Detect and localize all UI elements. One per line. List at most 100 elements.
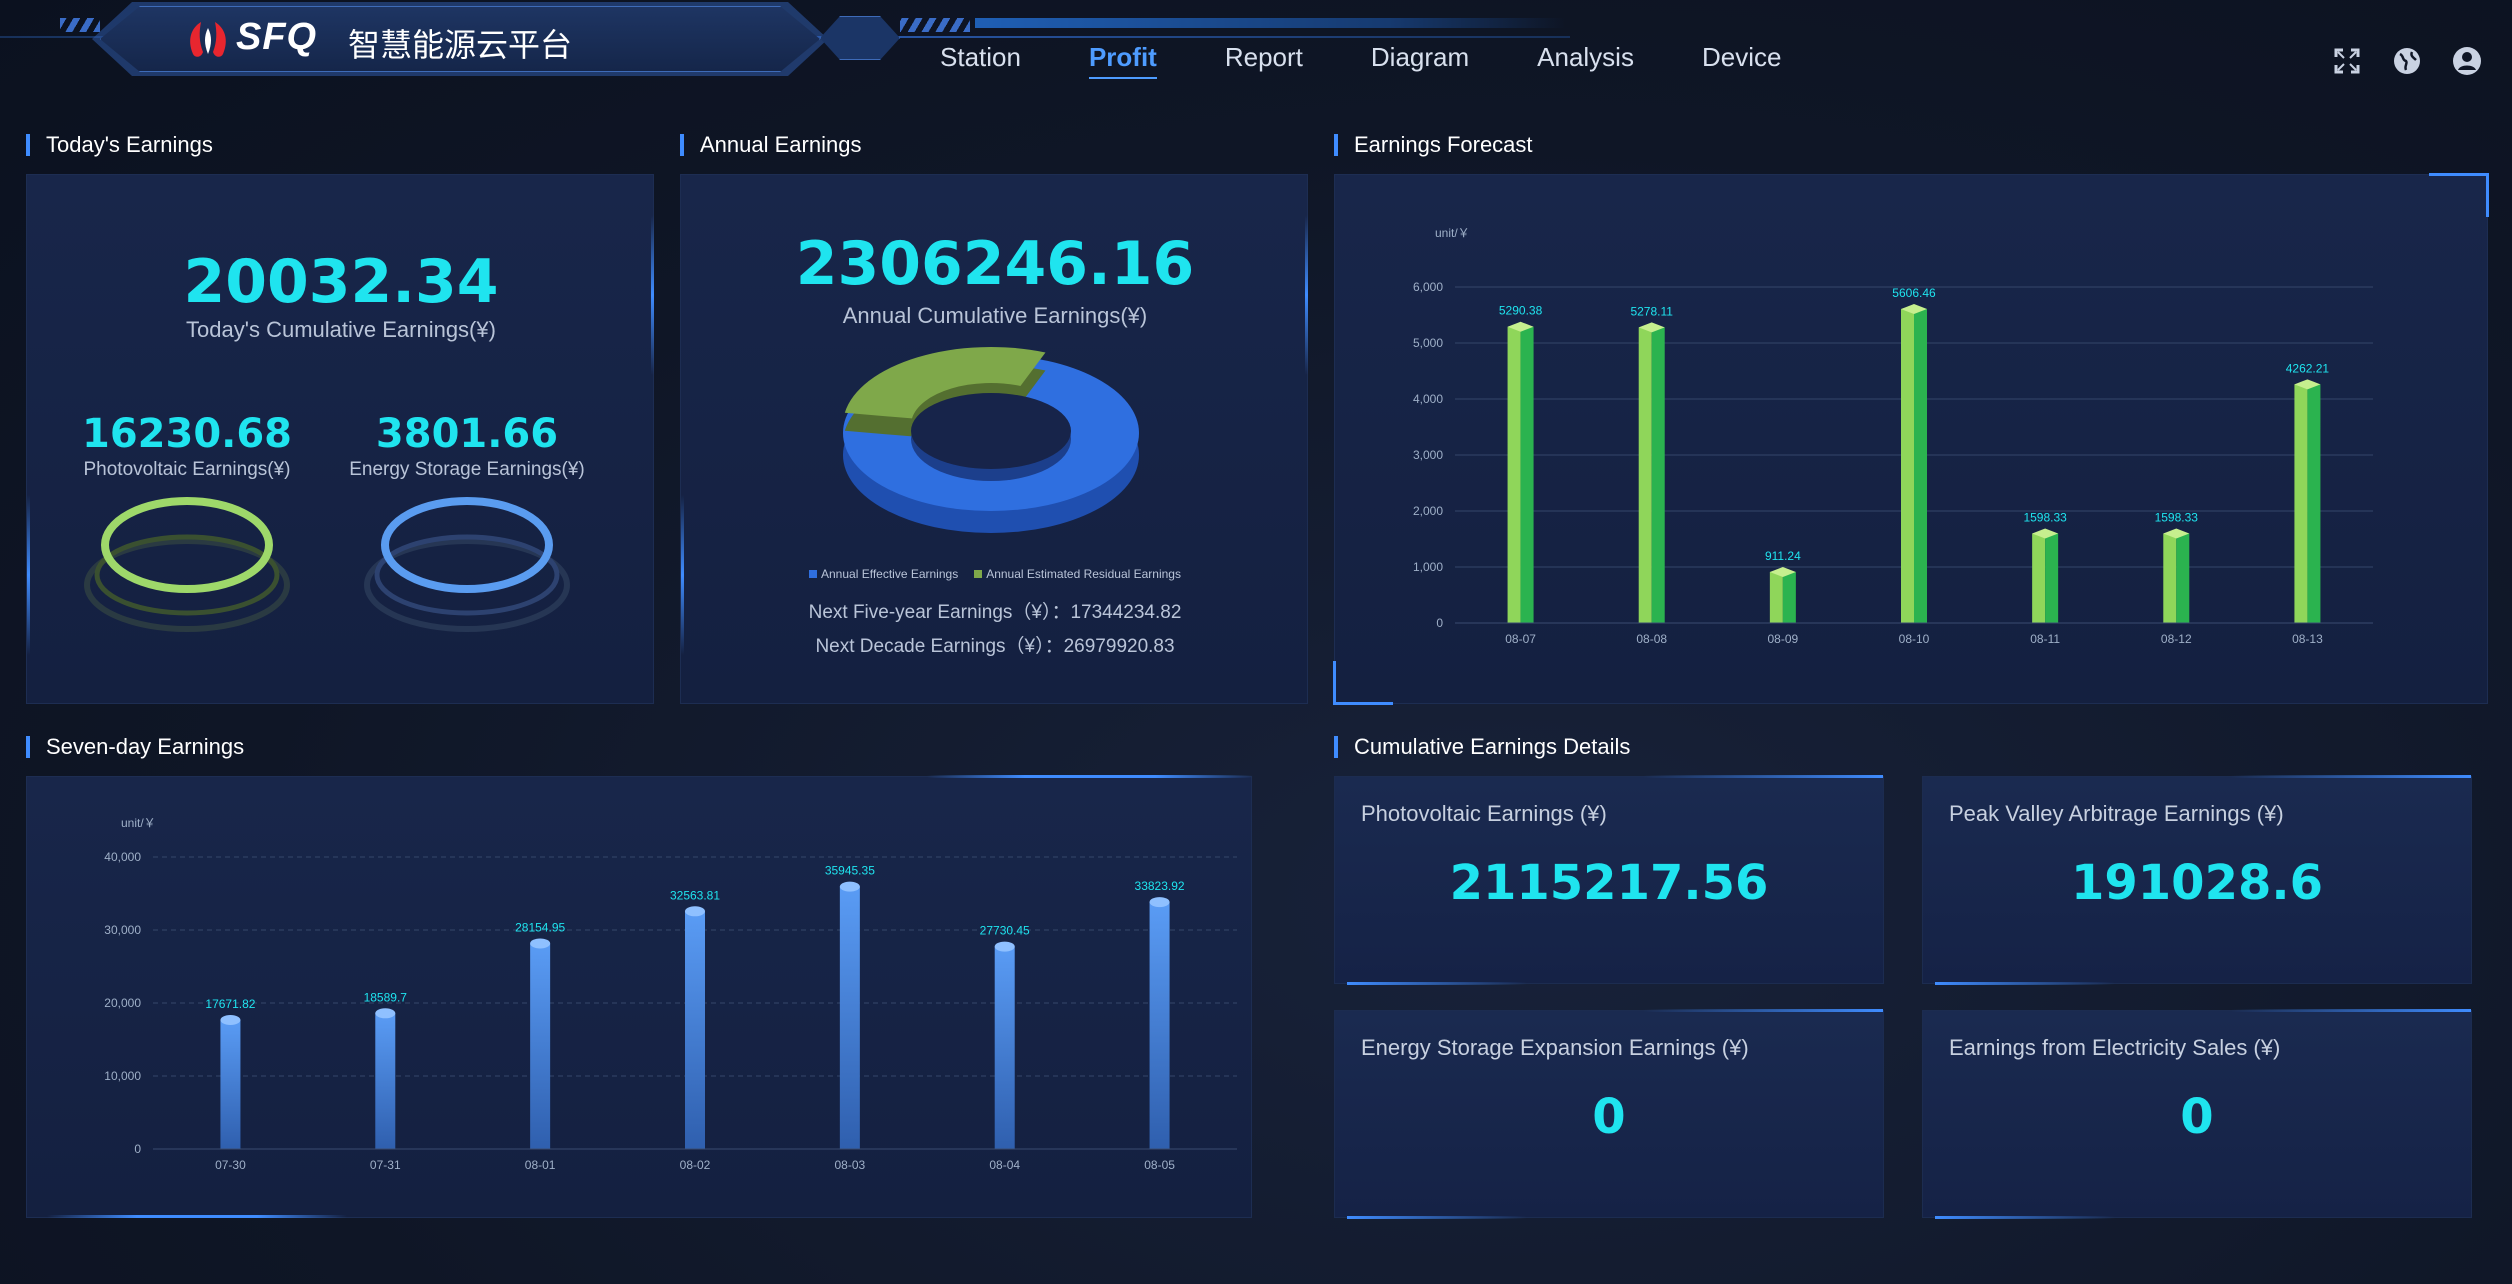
bar xyxy=(1507,326,1521,623)
nav-station[interactable]: Station xyxy=(940,42,1021,72)
forecast-unit-label: unit/￥ xyxy=(1435,226,1470,240)
detail-card-value: 0 xyxy=(2180,1089,2214,1145)
x-tick-label: 08-01 xyxy=(525,1158,556,1172)
nav-device[interactable]: Device xyxy=(1701,42,1782,72)
detail-card-label: Energy Storage Expansion Earnings (¥) xyxy=(1361,1035,1749,1060)
storage-ring-icon xyxy=(364,497,570,632)
earnings-forecast-panel: unit/￥ 0 1,000 2,000 3,000 4,000 5,000 6,000 52… xyxy=(1333,173,2489,705)
donut-hole xyxy=(911,393,1071,469)
bar-cap xyxy=(839,881,860,892)
brand-name: SFQ xyxy=(236,16,318,58)
cumulative-details-title: Cumulative Earnings Details xyxy=(1334,734,1630,760)
detail-card-peak-valley: Peak Valley Arbitrage Earnings (¥) 19102… xyxy=(1922,775,2472,985)
y-tick-label: 3,000 xyxy=(1413,448,1443,462)
header-icons xyxy=(2332,46,2482,76)
bar-cap xyxy=(2032,528,2059,539)
y-tick-label: 40,000 xyxy=(104,850,141,864)
fullscreen-icon[interactable] xyxy=(2332,46,2362,76)
seven-day-unit-label: unit/￥ xyxy=(121,816,156,830)
next-decade-earnings: Next Decade Earnings（¥）：26979920.83 xyxy=(815,636,1175,657)
bar-cap xyxy=(685,906,705,917)
bar-cap xyxy=(2294,379,2321,390)
header-bar xyxy=(975,18,1565,28)
card-bottom-decoration xyxy=(1935,982,2115,985)
bar-side xyxy=(1914,309,1927,623)
legend-swatch-effective xyxy=(809,570,817,578)
detail-card-pv: Photovoltaic Earnings (¥) 2115217.56 xyxy=(1334,775,1884,985)
bar-cap xyxy=(530,938,551,949)
bar xyxy=(1901,309,1914,623)
earnings-ring-icons xyxy=(84,497,570,632)
earnings-forecast-bar-chart: unit/￥ 0 1,000 2,000 3,000 4,000 5,000 6,000 52… xyxy=(1413,226,2373,646)
bar-cap xyxy=(1507,321,1534,332)
donut-legend: Annual Effective Earnings Annual Estimat… xyxy=(681,567,1309,581)
todays-earnings-title: Today's Earnings xyxy=(26,132,213,158)
detail-card-storage-expansion: Energy Storage Expansion Earnings (¥) 0 xyxy=(1334,1009,1884,1219)
detail-card-value: 191028.6 xyxy=(2070,855,2324,911)
top-header: SFQ 智慧能源云平台 Station Profit Report Diagra… xyxy=(0,0,2512,110)
card-top-decoration xyxy=(2231,775,2471,778)
y-tick-label: 1,000 xyxy=(1413,560,1443,574)
x-tick-label: 08-07 xyxy=(1505,632,1536,646)
storage-earnings-value: 3801.66 xyxy=(375,411,559,457)
nav-profit[interactable]: Profit xyxy=(1088,42,1157,79)
data-label: 35945.35 xyxy=(825,864,875,878)
bar-cap xyxy=(1149,897,1170,908)
data-label: 28154.95 xyxy=(515,920,565,934)
legend-effective-label: Annual Effective Earnings xyxy=(821,567,959,581)
seven-day-earnings-panel: unit/￥ 0 10,000 20,000 30,000 40,000 17671.82… xyxy=(26,775,1253,1218)
data-label: 1598.33 xyxy=(2155,510,2199,524)
bar xyxy=(839,886,860,1149)
x-tick-label: 07-30 xyxy=(215,1158,246,1172)
bar xyxy=(530,943,551,1149)
x-tick-label: 08-04 xyxy=(989,1158,1020,1172)
storage-earnings-label: Energy Storage Earnings(¥) xyxy=(349,459,585,480)
bar xyxy=(685,911,705,1149)
header-stripes-right xyxy=(900,18,970,32)
panel-corner-decoration xyxy=(1333,661,1393,705)
next-five-year-earnings: Next Five-year Earnings（¥）：17344234.82 xyxy=(808,602,1182,623)
x-tick-label: 08-12 xyxy=(2161,632,2192,646)
nav-diagram[interactable]: Diagram xyxy=(1370,42,1470,72)
annual-earnings-title: Annual Earnings xyxy=(680,132,861,158)
bar xyxy=(2294,384,2308,623)
card-bottom-decoration xyxy=(1935,1216,2115,1219)
data-label: 5278.11 xyxy=(1630,304,1673,318)
card-top-decoration xyxy=(1643,1009,1883,1012)
pv-earnings-value: 16230.68 xyxy=(81,411,293,457)
bar xyxy=(1769,571,1783,623)
bar-cap xyxy=(2163,528,2190,539)
bar xyxy=(2032,533,2046,623)
seven-day-earnings-title: Seven-day Earnings xyxy=(26,734,244,760)
data-label: 32563.81 xyxy=(670,888,720,902)
x-tick-label: 08-05 xyxy=(1144,1158,1175,1172)
x-tick-label: 08-10 xyxy=(1899,632,1930,646)
data-label: 33823.92 xyxy=(1135,879,1185,893)
y-tick-label: 10,000 xyxy=(104,1069,141,1083)
y-tick-label: 30,000 xyxy=(104,923,141,937)
today-total-label: Today's Cumulative Earnings(¥) xyxy=(186,317,496,342)
bar-cap xyxy=(994,941,1015,952)
bar-side xyxy=(2176,533,2190,623)
nav-analysis[interactable]: Analysis xyxy=(1537,42,1634,72)
data-label: 5290.38 xyxy=(1499,304,1543,318)
legend-effective: Annual Effective Earnings xyxy=(809,567,958,581)
data-label: 911.24 xyxy=(1765,549,1801,563)
bar-cap xyxy=(1901,304,1927,315)
legend-residual-label: Annual Estimated Residual Earnings xyxy=(986,567,1181,581)
user-icon[interactable] xyxy=(2452,46,2482,76)
x-tick-label: 08-13 xyxy=(2292,632,2323,646)
bar-side xyxy=(1651,327,1665,623)
todays-earnings-panel: 20032.34 Today's Cumulative Earnings(¥) … xyxy=(26,174,654,704)
detail-card-label: Earnings from Electricity Sales (¥) xyxy=(1949,1035,2281,1060)
data-label: 1598.33 xyxy=(2023,510,2067,524)
panel-corner-decoration xyxy=(2429,173,2489,217)
x-tick-label: 07-31 xyxy=(370,1158,401,1172)
bar-cap xyxy=(1638,322,1665,333)
main-nav: Station Profit Report Diagram Analysis D… xyxy=(940,42,1849,79)
x-tick-label: 08-08 xyxy=(1636,632,1667,646)
data-label: 5606.46 xyxy=(1892,286,1936,300)
nav-report[interactable]: Report xyxy=(1224,42,1303,72)
seven-day-bar-chart: unit/￥ 0 10,000 20,000 30,000 40,000 17671.82… xyxy=(104,816,1237,1172)
globe-icon[interactable] xyxy=(2392,46,2422,76)
